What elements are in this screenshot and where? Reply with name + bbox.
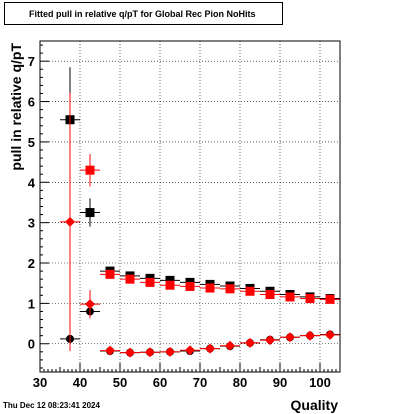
x-tick-label: 40: [73, 375, 87, 390]
y-tick-label: 2: [28, 256, 35, 271]
data-point: [205, 343, 215, 354]
x-tick-label: 100: [309, 375, 331, 390]
axes: 30 40 50 60 70 80 90 100 0 1 2 3 4 5 6 7: [28, 44, 341, 390]
data-point: [225, 284, 235, 294]
data-point: [65, 216, 75, 227]
data-point: [165, 346, 175, 357]
series-3: [60, 92, 340, 358]
data-point: [105, 269, 115, 279]
x-axis-label: Quality: [291, 397, 339, 413]
x-tick-label: 90: [273, 375, 287, 390]
y-tick-label: 1: [28, 296, 35, 311]
data-point: [245, 286, 255, 296]
grid-lines: [40, 41, 340, 372]
y-tick-label: 4: [28, 175, 36, 190]
data-point: [105, 345, 115, 356]
x-tick-label: 60: [153, 375, 167, 390]
data-point: [265, 335, 275, 346]
data-point: [305, 330, 315, 341]
data-point: [185, 345, 195, 356]
data-point: [145, 347, 155, 358]
series-1: [80, 154, 340, 304]
data-point: [85, 165, 95, 175]
data-point: [165, 280, 175, 290]
data-point: [285, 292, 295, 302]
data-point: [325, 329, 335, 340]
y-axis-label: pull in relative q/pT: [8, 43, 24, 171]
data-point: [225, 340, 235, 351]
y-tick-label: 3: [28, 216, 35, 231]
data-point: [205, 283, 215, 293]
data-point: [265, 289, 275, 299]
data-point: [185, 281, 195, 291]
data-point: [165, 275, 175, 285]
plot-frame: [39, 40, 341, 373]
x-tick-label: 50: [113, 375, 127, 390]
data-point: [85, 299, 95, 310]
y-tick-label: 0: [28, 337, 35, 352]
data-point: [285, 332, 295, 343]
data-point: [245, 337, 255, 348]
y-tick-label: 5: [28, 135, 35, 150]
data-point: [125, 274, 135, 284]
timestamp-footer: Thu Dec 12 08:23:41 2024: [3, 401, 100, 410]
data-point: [85, 208, 95, 218]
chart-title: Fitted pull in relative q/pT for Global …: [4, 2, 283, 25]
data-point: [325, 294, 335, 304]
x-tick-label: 80: [233, 375, 247, 390]
y-tick-label: 7: [28, 54, 35, 69]
x-tick-label: 30: [33, 375, 47, 390]
y-tick-label: 6: [28, 95, 35, 110]
data-point: [305, 294, 315, 304]
data-point: [125, 347, 135, 358]
data-markers: [60, 67, 340, 358]
data-point: [145, 277, 155, 287]
x-tick-label: 70: [193, 375, 207, 390]
